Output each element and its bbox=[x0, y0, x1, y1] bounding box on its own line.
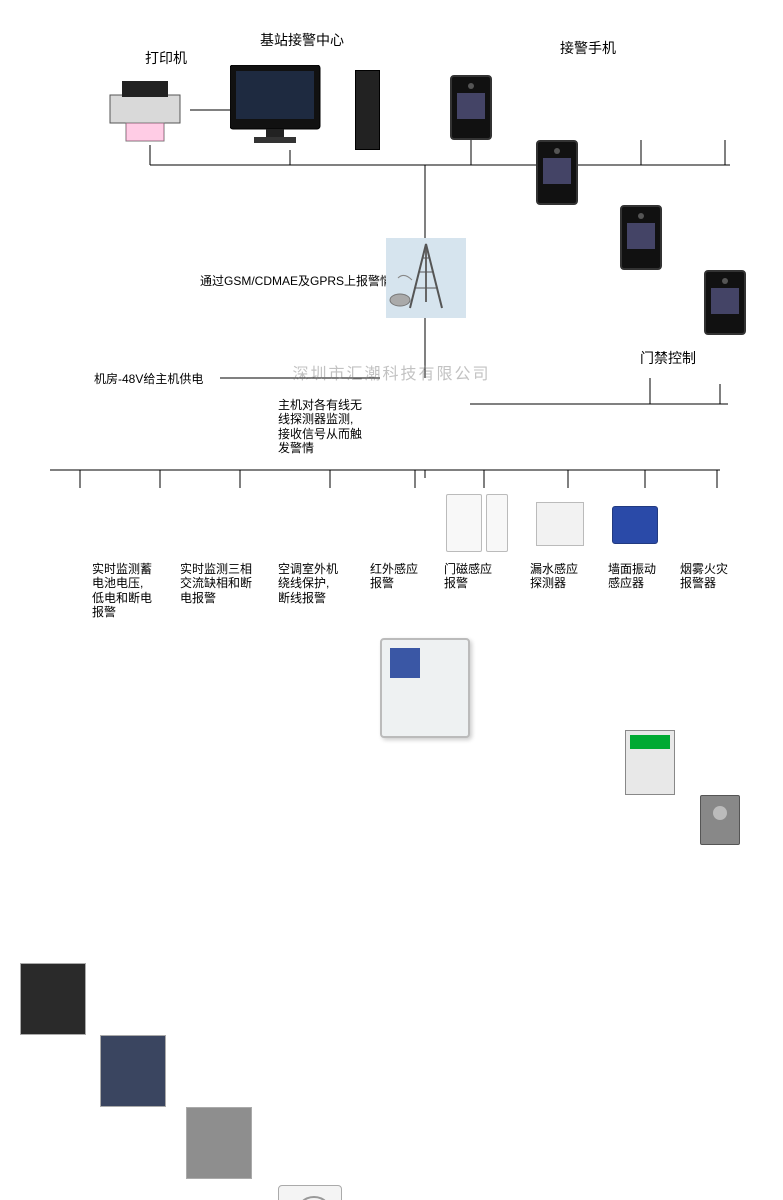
power-label: 机房-48V给主机供电 bbox=[94, 370, 203, 387]
door-sensor-icon-2 bbox=[486, 494, 508, 552]
phone-icon-1 bbox=[450, 75, 492, 140]
monitor-icon bbox=[230, 65, 320, 145]
host-label: 主机对各有线无 线探测器监测, 接收信号从而触 发警情 bbox=[278, 398, 362, 456]
door-sensor-icon bbox=[446, 494, 482, 552]
ac3phase-label: 实时监测三相 交流缺相和断 电报警 bbox=[180, 562, 252, 605]
battery-label: 实时监测蓄 电池电压, 低电和断电 报警 bbox=[92, 562, 152, 620]
alarm-panel-icon bbox=[380, 638, 470, 738]
acunit-label: 空调室外机 绕线保护, 断线报警 bbox=[278, 562, 338, 605]
acunit-icon bbox=[278, 1185, 342, 1200]
printer-icon bbox=[100, 75, 190, 145]
door-label: 门磁感应 报警 bbox=[444, 562, 492, 591]
diagram-canvas: 打印机 基站接警中心 接警手机 通过GSM/CDMAE及GPRS上报警情 bbox=[0, 0, 783, 600]
center-label: 基站接警中心 bbox=[260, 30, 344, 50]
flood-label: 漏水感应 探测器 bbox=[530, 562, 578, 591]
pc-tower-icon bbox=[355, 70, 380, 150]
phone-icon-2 bbox=[536, 140, 578, 205]
printer-label: 打印机 bbox=[145, 48, 187, 68]
vibration-sensor-icon bbox=[612, 506, 658, 544]
smoke-label: 烟雾火灾 报警器 bbox=[680, 562, 728, 591]
radio-tower-icon bbox=[386, 238, 466, 318]
watermark-text: 深圳市汇潮科技有限公司 bbox=[292, 360, 490, 384]
phone-label: 接警手机 bbox=[560, 38, 616, 58]
gprs-label: 通过GSM/CDMAE及GPRS上报警情 bbox=[200, 272, 392, 289]
flood-sensor-icon bbox=[536, 502, 584, 546]
vib-label: 墙面振动 感应器 bbox=[608, 562, 656, 591]
pir-label: 红外感应 报警 bbox=[370, 562, 418, 591]
ac3phase-photo bbox=[186, 1107, 252, 1179]
phone-icon-4 bbox=[704, 270, 746, 335]
door-ctrl-label: 门禁控制 bbox=[640, 348, 696, 368]
keypad-icon bbox=[625, 730, 675, 795]
elock-icon bbox=[700, 795, 740, 845]
battery-photo bbox=[100, 1035, 166, 1107]
phone-icon-3 bbox=[620, 205, 662, 270]
cabinet-photo bbox=[20, 963, 86, 1035]
